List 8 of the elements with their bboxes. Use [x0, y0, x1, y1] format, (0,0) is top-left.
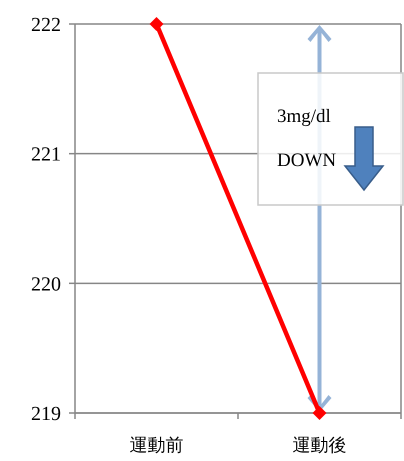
- y-tick-label: 221: [31, 144, 61, 166]
- y-tick-label: 220: [31, 273, 61, 296]
- annotation: DOWN: [277, 150, 336, 171]
- annotation: 3mg/dl: [277, 106, 331, 127]
- x-tick-label: 運動後: [292, 435, 346, 456]
- y-tick-label: 222: [31, 14, 61, 36]
- y-tick-label: 219: [31, 403, 61, 425]
- x-tick-label: 運動前: [130, 435, 184, 456]
